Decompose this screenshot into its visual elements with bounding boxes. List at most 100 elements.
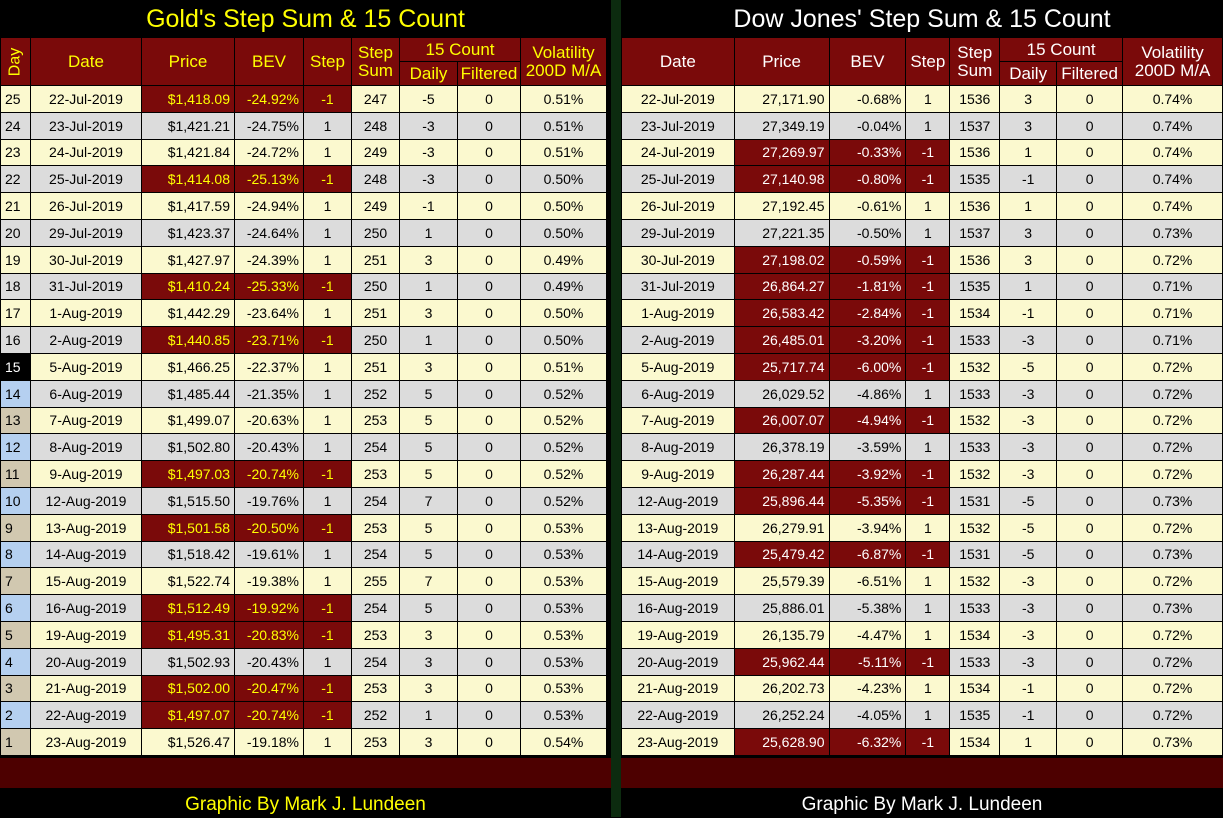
dow-bev-cell: -0.04% xyxy=(828,111,907,140)
dow-step-sum-cell: 1534 xyxy=(949,674,1001,703)
dow-step-cell: 1 xyxy=(905,567,951,596)
dow-date-cell: 26-Jul-2019 xyxy=(621,192,735,220)
gold-step-cell: -1 xyxy=(303,701,352,730)
dow-filtered-cell: 0 xyxy=(1056,620,1124,649)
gold-bev-cell: -21.35% xyxy=(234,379,304,408)
dow-volatility-cell: 0.72% xyxy=(1122,245,1223,274)
dow-volatility-cell: 0.73% xyxy=(1122,540,1223,569)
dow-volatility-cell: 0.74% xyxy=(1122,111,1223,140)
dow-filtered-cell: 0 xyxy=(1056,326,1124,354)
dow-price-cell: 27,192.45 xyxy=(733,192,830,220)
dow-step-cell: 1 xyxy=(905,218,951,247)
dow-date-cell: 29-Jul-2019 xyxy=(621,218,735,247)
dow-date-cell: 23-Jul-2019 xyxy=(621,111,735,140)
gold-step-cell: -1 xyxy=(303,326,352,354)
gold-filtered-cell: 0 xyxy=(457,218,521,247)
dow-daily-cell: 3 xyxy=(999,111,1058,140)
gold-day-cell: 16 xyxy=(0,326,31,354)
gold-step-sum-cell: 253 xyxy=(351,728,400,756)
gold-step-sum-cell: 252 xyxy=(351,379,400,408)
gold-price-cell: $1,485.44 xyxy=(141,379,235,408)
dow-step-cell: -1 xyxy=(905,352,951,381)
gold-bev-cell: -20.50% xyxy=(234,513,304,542)
dow-header-volatility: Volatility 200D M/A xyxy=(1122,37,1223,86)
dow-step-cell: 1 xyxy=(905,513,951,542)
gold-volatility-cell: 0.50% xyxy=(520,192,607,220)
gold-price-cell: $1,502.00 xyxy=(141,674,235,703)
dow-bev-cell: -0.80% xyxy=(828,165,907,194)
dow-daily-cell: -3 xyxy=(999,406,1058,435)
gold-table-row: 6 16-Aug-2019 $1,512.49 -19.92% -1 254 5 0 0.53% xyxy=(0,594,607,622)
gold-filtered-cell: 0 xyxy=(457,486,521,515)
dow-footer-band xyxy=(621,758,1223,788)
dow-volatility-cell: 0.72% xyxy=(1122,647,1223,676)
gold-price-cell: $1,417.59 xyxy=(141,192,235,220)
gold-date-cell: 26-Jul-2019 xyxy=(30,192,142,220)
dow-daily-cell: 3 xyxy=(999,218,1058,247)
dow-table-row: 15-Aug-2019 25,579.39 -6.51% 1 1532 -3 0 0.72% xyxy=(621,567,1223,596)
gold-daily-cell: -3 xyxy=(399,138,458,167)
gold-date-cell: 19-Aug-2019 xyxy=(30,620,142,649)
dow-volatility-cell: 0.73% xyxy=(1122,486,1223,515)
gold-volatility-cell: 0.51% xyxy=(520,138,607,167)
dow-step-sum-cell: 1533 xyxy=(949,594,1001,622)
dow-step-cell: 1 xyxy=(905,111,951,140)
gold-step-cell: 1 xyxy=(303,486,352,515)
dow-date-cell: 21-Aug-2019 xyxy=(621,674,735,703)
gold-footer: Graphic By Mark J. Lundeen xyxy=(185,794,426,815)
gold-filtered-cell: 0 xyxy=(457,594,521,622)
gold-daily-cell: -3 xyxy=(399,165,458,194)
gold-step-sum-cell: 249 xyxy=(351,138,400,167)
gold-bev-cell: -19.38% xyxy=(234,567,304,596)
dow-bev-cell: -5.11% xyxy=(828,647,907,676)
gold-volatility-cell: 0.52% xyxy=(520,379,607,408)
gold-bev-cell: -24.92% xyxy=(234,85,304,113)
gold-table-row: 15 5-Aug-2019 $1,466.25 -22.37% 1 251 3 0 0.51% xyxy=(0,352,607,381)
gold-step-sum-cell: 252 xyxy=(351,701,400,730)
dow-daily-cell: -1 xyxy=(999,674,1058,703)
dow-header-bev: BEV xyxy=(828,37,907,86)
gold-filtered-cell: 0 xyxy=(457,192,521,220)
dow-filtered-cell: 0 xyxy=(1056,674,1124,703)
gold-step-sum-cell: 254 xyxy=(351,486,400,515)
gold-table-row: 9 13-Aug-2019 $1,501.58 -20.50% -1 253 5 0 0.53% xyxy=(0,513,607,542)
gold-day-cell: 10 xyxy=(0,486,31,515)
gold-bev-cell: -20.74% xyxy=(234,460,304,488)
gold-daily-cell: 1 xyxy=(399,326,458,354)
dow-daily-cell: -1 xyxy=(999,701,1058,730)
dow-step-cell: 1 xyxy=(905,594,951,622)
dow-bev-cell: -0.61% xyxy=(828,192,907,220)
gold-daily-cell: -5 xyxy=(399,85,458,113)
gold-step-cell: 1 xyxy=(303,138,352,167)
gold-bev-cell: -19.92% xyxy=(234,594,304,622)
dow-daily-cell: 1 xyxy=(999,192,1058,220)
dow-bev-cell: -4.86% xyxy=(828,379,907,408)
dow-bev-cell: -2.84% xyxy=(828,299,907,328)
dow-table-row: 22-Jul-2019 27,171.90 -0.68% 1 1536 3 0 0.74% xyxy=(621,85,1223,113)
gold-price-cell: $1,512.49 xyxy=(141,594,235,622)
gold-step-cell: 1 xyxy=(303,433,352,462)
gold-date-cell: 21-Aug-2019 xyxy=(30,674,142,703)
gold-bev-cell: -24.64% xyxy=(234,218,304,247)
gold-bev-cell: -25.33% xyxy=(234,272,304,301)
dow-bev-cell: -6.00% xyxy=(828,352,907,381)
gold-filtered-cell: 0 xyxy=(457,620,521,649)
gold-step-cell: 1 xyxy=(303,406,352,435)
dow-step-cell: 1 xyxy=(905,701,951,730)
gold-day-cell: 5 xyxy=(0,620,31,649)
gold-step-cell: 1 xyxy=(303,245,352,274)
dow-daily-cell: -3 xyxy=(999,379,1058,408)
dow-date-cell: 25-Jul-2019 xyxy=(621,165,735,194)
dow-step-sum-cell: 1531 xyxy=(949,486,1001,515)
dow-filtered-cell: 0 xyxy=(1056,165,1124,194)
dow-header-price: Price xyxy=(733,37,830,86)
gold-volatility-cell: 0.52% xyxy=(520,486,607,515)
gold-daily-cell: 3 xyxy=(399,647,458,676)
gold-filtered-cell: 0 xyxy=(457,272,521,301)
dow-volatility-cell: 0.74% xyxy=(1122,85,1223,113)
dow-step-cell: -1 xyxy=(905,138,951,167)
dow-price-cell: 25,628.90 xyxy=(733,728,830,756)
gold-price-cell: $1,466.25 xyxy=(141,352,235,381)
gold-step-sum-cell: 253 xyxy=(351,406,400,435)
gold-header-price: Price xyxy=(141,37,235,86)
